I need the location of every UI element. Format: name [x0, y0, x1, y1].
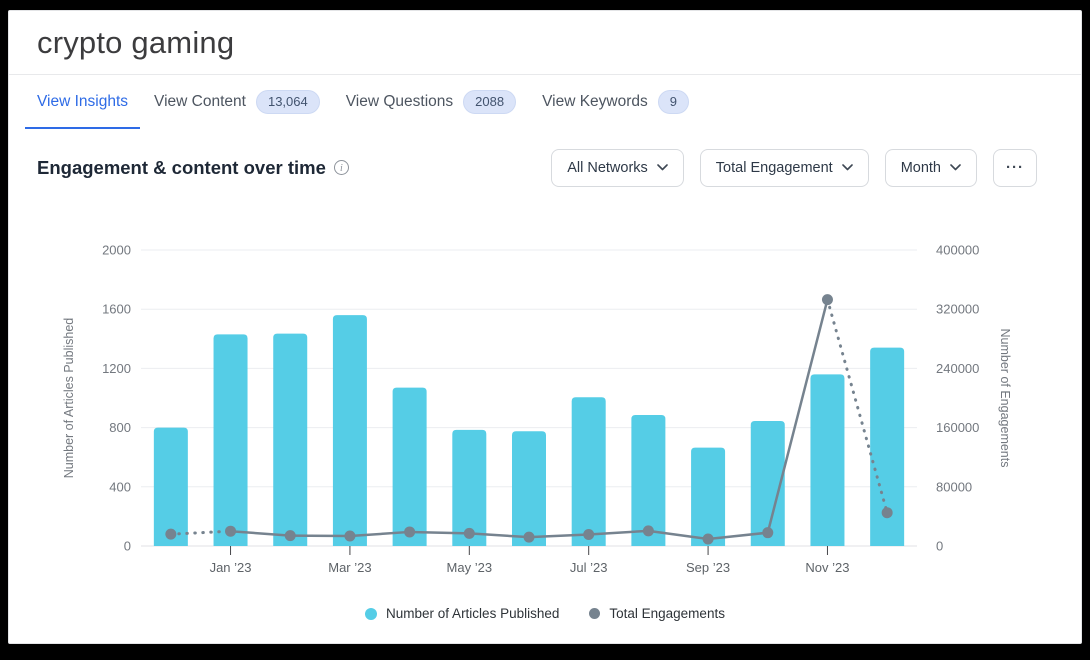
- point-Oct ’23[interactable]: [762, 527, 774, 539]
- tab-count-badge: 13,064: [255, 90, 320, 114]
- chart-legend: Number of Articles Published Total Engag…: [9, 606, 1081, 621]
- x-axis-label: Sep ’23: [686, 560, 730, 575]
- chart-canvas: 0 400 800 1200 1600 2000 0 80000 160000 240000 320…: [62, 243, 1012, 576]
- left-axis-tick-label: 2000: [102, 243, 131, 258]
- page-title: crypto gaming: [37, 25, 235, 60]
- point-Feb ’23[interactable]: [284, 530, 296, 542]
- engagement-line-segment: [527, 533, 590, 539]
- legend-item-articles[interactable]: Number of Articles Published: [365, 606, 559, 621]
- point-Jul ’23[interactable]: [583, 529, 595, 541]
- right-axis-tick-label: 80000: [936, 479, 972, 494]
- engagement-line-segment: [647, 529, 710, 541]
- bar-Oct ’23[interactable]: [750, 420, 785, 546]
- legend-swatch-engagements: [589, 608, 601, 619]
- tab-label: View Questions: [345, 92, 454, 110]
- bar-Nov ’23[interactable]: [810, 374, 845, 546]
- engagement-line-segment: [348, 530, 411, 538]
- bar-Sep ’23[interactable]: [691, 447, 726, 546]
- right-axis-tick-label: 0: [936, 539, 943, 554]
- point-Sep ’23[interactable]: [702, 533, 714, 545]
- point-Nov ’23[interactable]: [821, 294, 833, 306]
- bar-Jan ’23[interactable]: [213, 334, 248, 546]
- left-axis-title: Number of Articles Published: [62, 318, 76, 479]
- chart-controls: All Networks Total Engagement Month ···: [551, 148, 1037, 187]
- x-axis-label: Nov ’23: [805, 560, 849, 575]
- more-options-button[interactable]: ···: [993, 148, 1037, 187]
- legend-item-engagements[interactable]: Total Engagements: [589, 606, 725, 621]
- point-Mar ’23[interactable]: [344, 530, 356, 542]
- bar-Dec ’22[interactable]: [153, 427, 188, 546]
- tab-label: View Keywords: [542, 92, 648, 110]
- x-axis-label: Jul ’23: [570, 560, 608, 575]
- right-axis-tick-label: 320000: [936, 302, 979, 317]
- point-May ’23[interactable]: [463, 527, 475, 539]
- bar-Aug ’23[interactable]: [631, 415, 666, 546]
- tab-count-badge: 2088: [463, 90, 517, 114]
- right-axis-tick-label: 240000: [936, 361, 979, 376]
- point-Jan ’23[interactable]: [225, 525, 237, 537]
- engagement-line-segment: [229, 529, 292, 537]
- tab-label: View Content: [154, 92, 246, 110]
- engagement-line-segment: [468, 532, 531, 539]
- left-axis-tick-label: 1600: [102, 302, 131, 317]
- x-axis-label: Jan ’23: [210, 560, 252, 575]
- tab-view-questions[interactable]: View Questions 2088: [334, 75, 528, 129]
- bar-Jul ’23[interactable]: [571, 397, 606, 546]
- engagement-line-segment: [825, 298, 889, 515]
- network-filter-dropdown[interactable]: All Networks: [551, 148, 684, 187]
- dropdown-value: Month: [900, 159, 941, 176]
- left-axis-tick-label: 800: [109, 420, 131, 435]
- engagement-line-segment: [408, 530, 471, 535]
- dropdown-value: Total Engagement: [715, 159, 833, 176]
- ellipsis-icon: ···: [1006, 159, 1024, 177]
- left-axis-tick-label: 0: [124, 539, 131, 554]
- engagement-line-segment: [587, 529, 650, 536]
- engagement-line-segment: [169, 529, 233, 536]
- legend-label: Number of Articles Published: [386, 606, 560, 621]
- tab-label: View Insights: [37, 92, 129, 110]
- report-card: crypto gaming View Insights View Content…: [8, 10, 1082, 644]
- bar-Jun ’23[interactable]: [512, 431, 546, 546]
- legend-swatch-articles: [365, 607, 378, 620]
- bar-Apr ’23[interactable]: [392, 387, 427, 546]
- point-Jun ’23[interactable]: [523, 531, 535, 543]
- bar-May ’23[interactable]: [452, 429, 487, 546]
- section-header: Engagement & content over time i All Net…: [9, 129, 1081, 187]
- bar-Feb ’23[interactable]: [273, 333, 308, 546]
- point-Dec ’22[interactable]: [165, 528, 177, 540]
- engagement-line-segment: [766, 298, 829, 534]
- right-axis-tick-label: 160000: [936, 420, 979, 435]
- engagement-chart: 0 400 800 1200 1600 2000 0 80000 160000 240000 320…: [33, 238, 1077, 593]
- legend-label: Total Engagements: [609, 606, 725, 621]
- tab-view-content[interactable]: View Content 13,064: [142, 75, 332, 129]
- right-axis-title: Number of Engagements: [998, 329, 1012, 468]
- metric-filter-dropdown[interactable]: Total Engagement: [699, 148, 869, 187]
- x-axis-label: Mar ’23: [328, 560, 371, 575]
- chevron-down-icon: [950, 164, 961, 171]
- engagement-line-segment: [706, 531, 770, 541]
- dropdown-value: All Networks: [567, 159, 648, 176]
- section-title: Engagement & content over time: [37, 156, 326, 178]
- tab-bar: View Insights View Content 13,064 View Q…: [9, 75, 1081, 129]
- tab-view-insights[interactable]: View Insights: [25, 75, 141, 129]
- x-axis-label: May ’23: [447, 560, 493, 575]
- point-Aug ’23[interactable]: [642, 525, 654, 537]
- chevron-down-icon: [656, 164, 668, 171]
- point-Apr ’23[interactable]: [404, 526, 416, 538]
- bar-Mar ’23[interactable]: [332, 315, 367, 546]
- info-icon[interactable]: i: [333, 160, 349, 176]
- tab-count-badge: 9: [657, 90, 689, 114]
- point-Dec ’23[interactable]: [881, 507, 893, 519]
- title-divider: [9, 74, 1081, 75]
- right-axis-tick-label: 400000: [936, 243, 979, 258]
- chevron-down-icon: [841, 164, 853, 171]
- tab-view-keywords[interactable]: View Keywords 9: [530, 75, 701, 129]
- interval-filter-dropdown[interactable]: Month: [884, 148, 977, 187]
- left-axis-tick-label: 1200: [102, 361, 131, 376]
- left-axis-tick-label: 400: [109, 479, 131, 494]
- bar-Dec ’23[interactable]: [870, 347, 905, 546]
